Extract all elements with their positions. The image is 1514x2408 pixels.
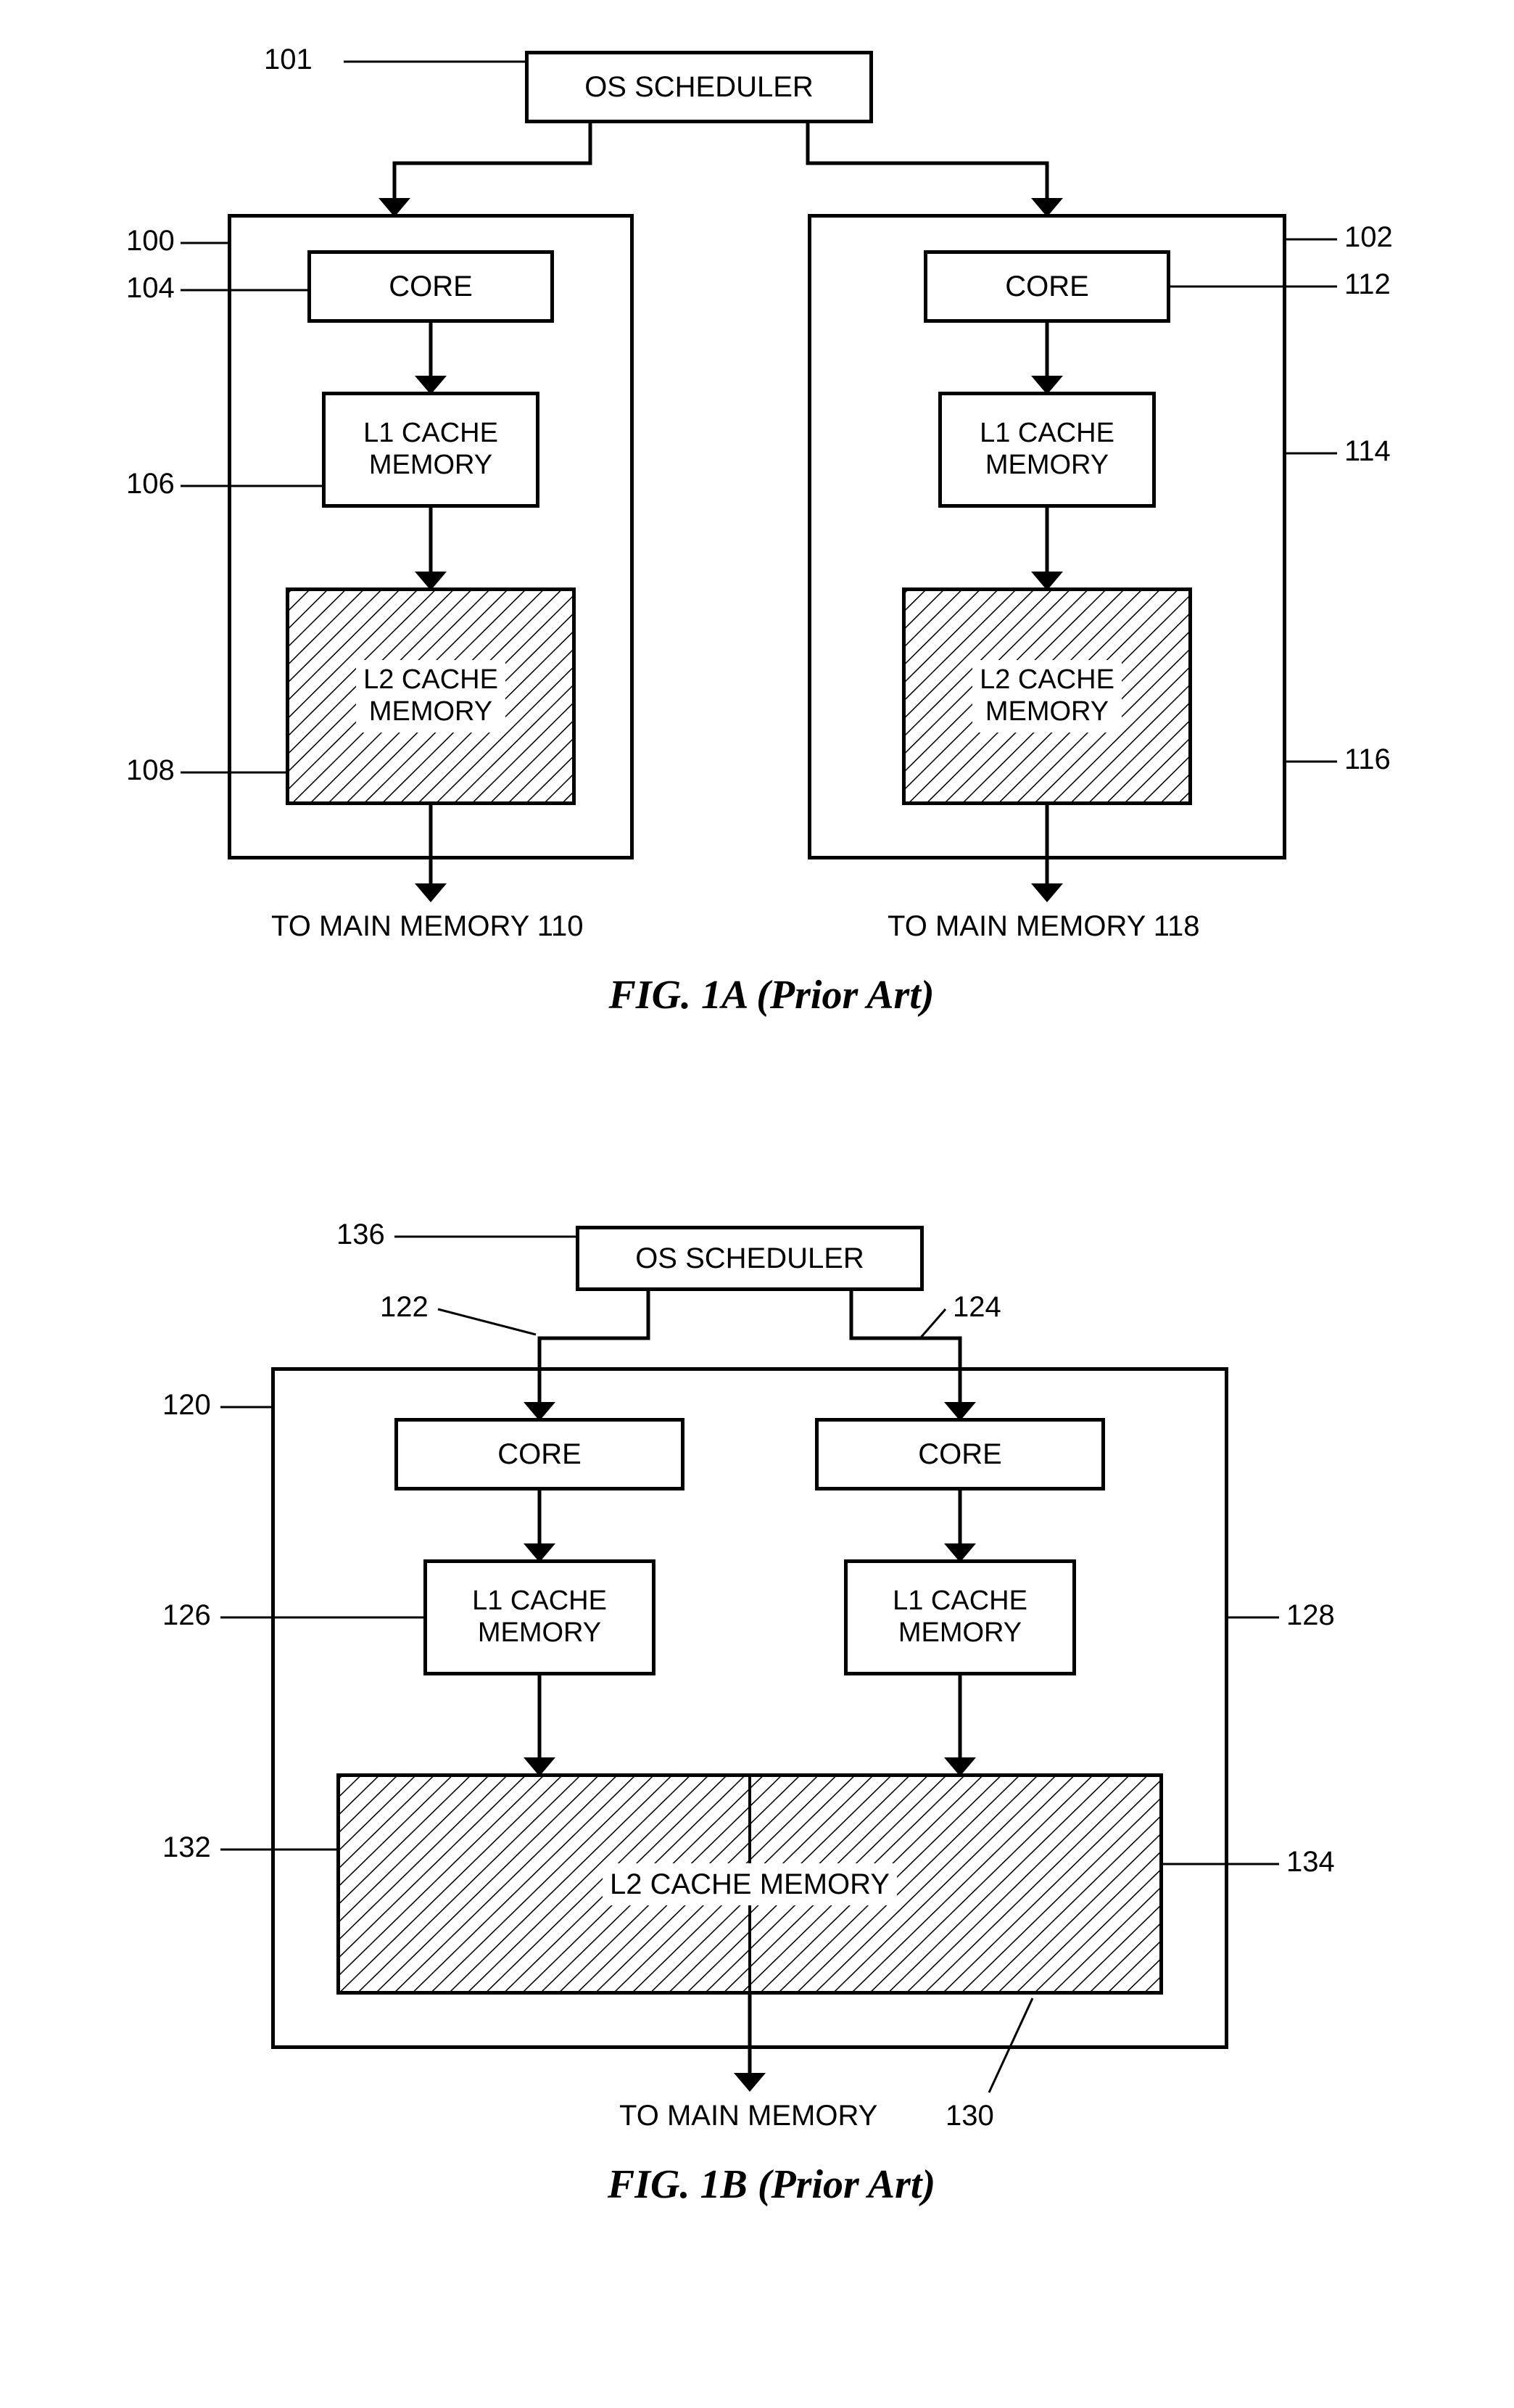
ref-102: 102 (1344, 221, 1393, 254)
ref-132: 132 (162, 1831, 211, 1864)
ref-100: 100 (126, 225, 175, 257)
ref-114: 114 (1344, 435, 1391, 468)
figure-1b: OS SCHEDULER 136 122 124 120 CORE CORE L1 CACHE… (83, 1204, 1460, 2321)
cpu-right-l1: L1 CACHE MEMORY (938, 392, 1156, 508)
cpu-left-l2-label: L2 CACHE MEMORY (356, 660, 505, 732)
fig-1a-caption: FIG. 1A (Prior Art) (83, 972, 1460, 1018)
ref-130: 130 (946, 2100, 994, 2132)
cpu-right-l2: L2 CACHE MEMORY (902, 587, 1192, 805)
l1-right: L1 CACHE MEMORY (844, 1559, 1076, 1675)
ref-108: 108 (126, 754, 175, 787)
ref-136: 136 (336, 1219, 385, 1251)
fig-1b-caption: FIG. 1B (Prior Art) (83, 2161, 1460, 2208)
cpu-right-l2-label: L2 CACHE MEMORY (972, 660, 1122, 732)
l1-left: L1 CACHE MEMORY (423, 1559, 655, 1675)
l2-shared: L2 CACHE MEMORY (336, 1773, 1163, 1995)
ref-104: 104 (126, 272, 175, 305)
ref-112: 112 (1344, 268, 1391, 301)
core-right: CORE (815, 1418, 1105, 1490)
ref-101: 101 (264, 44, 313, 76)
to-main-memory-left: TO MAIN MEMORY 110 (271, 910, 584, 943)
figure-1a: OS SCHEDULER 101 100 CORE 104 L1 CACHE MEMORY… (83, 29, 1460, 1146)
ref-116: 116 (1344, 743, 1391, 776)
core-left: CORE (394, 1418, 684, 1490)
os-scheduler-box-b: OS SCHEDULER (576, 1226, 924, 1291)
cpu-left-l1: L1 CACHE MEMORY (322, 392, 539, 508)
to-main-memory-b: TO MAIN MEMORY (619, 2100, 877, 2132)
ref-106: 106 (126, 468, 175, 500)
ref-120: 120 (162, 1389, 211, 1422)
ref-134: 134 (1286, 1846, 1335, 1879)
ref-122: 122 (380, 1291, 429, 1324)
os-scheduler-box: OS SCHEDULER (525, 51, 873, 123)
cpu-left-core: CORE (307, 250, 554, 323)
cpu-left-l2: L2 CACHE MEMORY (286, 587, 576, 805)
ref-124: 124 (953, 1291, 1001, 1324)
ref-128: 128 (1286, 1599, 1335, 1632)
cpu-right-core: CORE (924, 250, 1170, 323)
l2-shared-label: L2 CACHE MEMORY (603, 1863, 897, 1905)
to-main-memory-right: TO MAIN MEMORY 118 (888, 910, 1200, 943)
ref-126: 126 (162, 1599, 211, 1632)
